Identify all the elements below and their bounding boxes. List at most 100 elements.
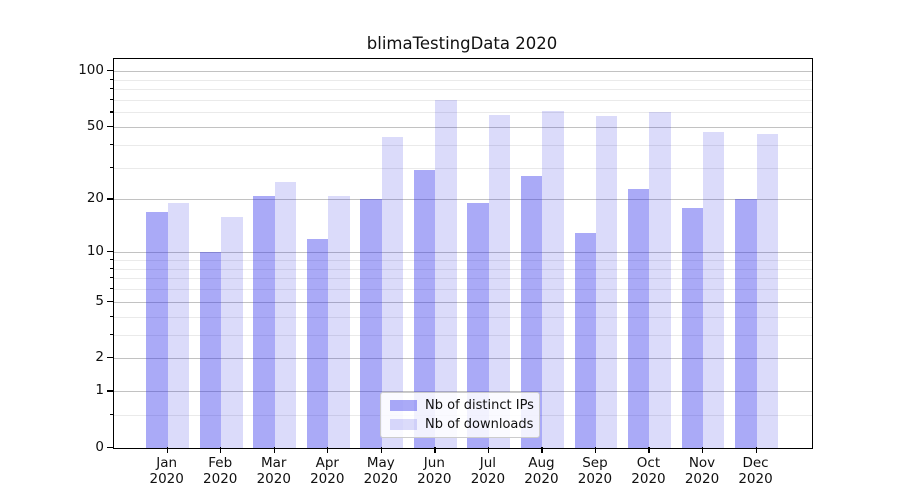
x-tick [273, 447, 275, 453]
gridline-major [114, 301, 812, 303]
x-tick-month: Jan [156, 455, 178, 471]
gridline-major [114, 252, 812, 254]
x-tick-year: 2020 [738, 471, 773, 487]
x-tick-year: 2020 [631, 471, 666, 487]
y-tick [107, 390, 113, 392]
legend-label-distinct-ips: Nb of distinct IPs [425, 398, 534, 413]
plot-area [113, 58, 813, 449]
gridline-minor [114, 112, 812, 114]
x-tick-year: 2020 [417, 471, 452, 487]
bar-distinct-ips-mar [253, 195, 275, 448]
bar-distinct-ips-oct [628, 188, 650, 448]
bar-downloads-dec [756, 133, 778, 448]
bar-downloads-nov [703, 131, 725, 448]
y-tick-label: 1 [95, 382, 104, 399]
y-tick-label: 100 [78, 62, 104, 79]
gridline-minor [114, 278, 812, 280]
chart-title: blimaTestingData 2020 [366, 34, 558, 53]
x-tick-label: Jul 2020 [458, 455, 518, 487]
x-tick [434, 447, 436, 453]
y-tick-label: 5 [95, 292, 104, 309]
x-tick-month: Aug [528, 455, 555, 471]
gridline-minor [114, 334, 812, 336]
bar-downloads-sep [595, 116, 618, 448]
y-tick-label: 10 [86, 243, 104, 260]
y-tick [107, 125, 113, 128]
x-tick [702, 447, 704, 453]
bar-downloads-aug [542, 111, 564, 448]
y-minor-tick [110, 267, 113, 269]
x-tick-month: May [366, 455, 395, 471]
gridline-minor [114, 268, 812, 270]
x-tick [166, 447, 168, 453]
bar-downloads-may [381, 137, 404, 448]
y-minor-tick [110, 333, 113, 335]
legend-swatch-downloads [390, 419, 417, 430]
x-tick-month: Dec [742, 455, 769, 471]
gridline-major [114, 126, 812, 128]
x-tick-label: Sep 2020 [565, 455, 625, 487]
legend-swatch-distinct-ips [390, 400, 417, 411]
y-tick-label: 20 [86, 190, 104, 207]
bar-distinct-ips-dec [735, 199, 757, 448]
y-minor-tick [110, 166, 113, 168]
legend: Nb of distinct IPs Nb of downloads [380, 392, 540, 438]
bar-downloads-jun [435, 99, 457, 448]
bar-distinct-ips-jun [413, 170, 436, 448]
x-tick-month: Mar [261, 455, 287, 471]
x-tick-month: Feb [208, 455, 233, 471]
x-tick-year: 2020 [684, 471, 720, 487]
gridline-minor [114, 289, 812, 291]
x-tick [541, 447, 543, 453]
y-tick [107, 251, 113, 253]
gridline-minor [114, 144, 812, 146]
y-minor-tick [110, 259, 113, 261]
x-tick-label: Dec 2020 [726, 455, 786, 487]
y-tick [107, 300, 113, 302]
y-tick [107, 198, 113, 200]
y-minor-tick [110, 315, 113, 317]
gridline-minor [114, 316, 812, 318]
x-tick [648, 447, 650, 453]
y-minor-tick [110, 111, 113, 113]
y-minor-tick [110, 277, 113, 279]
gridline-major [114, 358, 812, 360]
y-minor-tick [110, 98, 113, 101]
x-tick-month: Jun [423, 455, 445, 471]
gridline-minor [114, 99, 812, 101]
x-tick-label: Jan 2020 [137, 455, 197, 487]
y-minor-tick [110, 413, 113, 416]
x-tick-year: 2020 [363, 471, 398, 487]
y-minor-tick [110, 78, 113, 80]
legend-item-downloads: Nb of downloads [390, 417, 534, 432]
bar-downloads-mar [274, 181, 297, 448]
gridline-minor [114, 167, 812, 169]
x-tick-label: Jun 2020 [404, 455, 464, 487]
bar-downloads-jul [488, 115, 511, 448]
x-tick-year: 2020 [149, 471, 184, 487]
gridline-major [114, 199, 812, 201]
y-minor-tick [110, 288, 113, 290]
bar-distinct-ips-nov [681, 207, 703, 448]
y-minor-tick [110, 143, 113, 145]
x-tick [327, 447, 329, 453]
gridline-minor [114, 79, 812, 81]
legend-item-distinct-ips: Nb of distinct IPs [390, 398, 534, 413]
legend-label-downloads: Nb of downloads [425, 417, 534, 432]
x-tick-month: Oct [636, 455, 661, 471]
x-tick-year: 2020 [470, 471, 506, 487]
gridline-major [114, 71, 812, 73]
bar-downloads-feb [221, 216, 243, 448]
x-tick-year: 2020 [524, 471, 559, 487]
bar-downloads-apr [328, 195, 350, 448]
x-tick-year: 2020 [310, 471, 345, 487]
x-tick-month: Sep [582, 455, 608, 471]
x-tick-year: 2020 [203, 471, 238, 487]
gridline-minor [114, 260, 812, 261]
x-tick-label: Apr 2020 [297, 455, 357, 487]
x-tick [380, 447, 382, 453]
bar-distinct-ips-may [360, 199, 382, 448]
gridline-major [114, 391, 812, 393]
x-tick [594, 447, 597, 453]
